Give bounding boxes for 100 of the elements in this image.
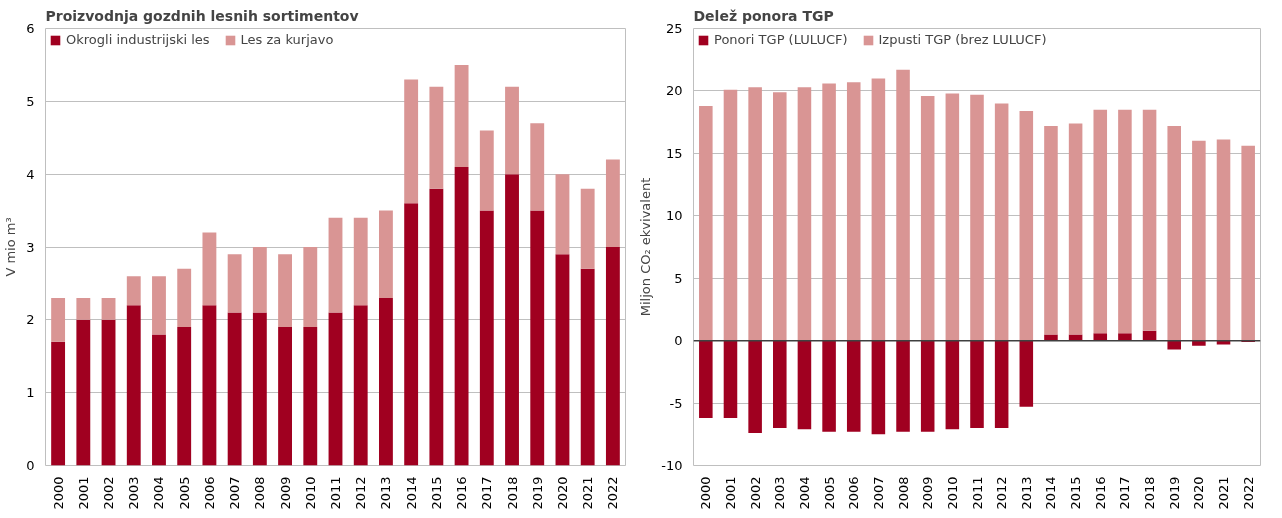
bar (76, 319, 91, 466)
x-tick-label: 2002 (747, 476, 763, 510)
y-tick-label: 10 (665, 208, 683, 224)
bar (353, 305, 368, 466)
x-tick-label: 2018 (1142, 476, 1158, 510)
x-tick-label: 2000 (50, 476, 66, 510)
bar (429, 86, 444, 189)
bar (379, 297, 393, 466)
bar (479, 210, 494, 466)
x-tick-label: 2009 (920, 476, 936, 510)
bar (822, 83, 836, 341)
bar (945, 340, 960, 430)
bar (797, 87, 812, 341)
y-tick-label: 2 (26, 312, 35, 328)
x-tick-label: 2006 (846, 476, 862, 510)
x-tick-label: 2003 (772, 476, 788, 510)
bar (1216, 139, 1231, 341)
x-tick-label: 2007 (227, 476, 243, 510)
bar (227, 312, 242, 466)
bar (970, 94, 984, 341)
bar (920, 95, 935, 341)
bar (773, 340, 787, 429)
y-tick-label: 0 (674, 333, 683, 349)
x-tick-label: 2018 (504, 476, 520, 510)
y-tick-label: 5 (26, 93, 35, 109)
y-tick-label: 25 (665, 21, 683, 36)
bar (429, 188, 444, 466)
bar (970, 340, 984, 429)
x-tick-label: 2020 (1191, 476, 1207, 510)
x-tick-label: 2003 (126, 476, 142, 510)
x-tick-label: 2005 (821, 476, 837, 510)
bar (505, 174, 519, 466)
y-axis-title: V mio m³ (3, 217, 19, 277)
bar (748, 87, 762, 341)
bar (723, 340, 738, 419)
bar (797, 340, 812, 430)
x-tick-label: 2004 (796, 476, 812, 510)
x-tick-label: 2019 (1166, 476, 1182, 510)
bar (51, 297, 66, 342)
bar (227, 254, 242, 313)
x-tick-label: 2022 (605, 476, 621, 510)
y-tick-label: 4 (26, 166, 35, 182)
bar (994, 103, 1009, 341)
x-tick-label: 2010 (944, 476, 960, 510)
y-axis-title: Miljon CO₂ ekvivalent (638, 177, 654, 317)
bar (871, 340, 886, 435)
x-tick-label: 2017 (479, 476, 495, 510)
x-tick-label: 2013 (1018, 476, 1034, 510)
bar (896, 69, 910, 341)
bar (479, 130, 494, 211)
bar (605, 159, 620, 247)
y-tick-label: 6 (26, 21, 35, 36)
x-tick-label: 2011 (328, 476, 343, 510)
bar (152, 334, 166, 466)
bar (303, 247, 318, 328)
bar (896, 340, 910, 432)
bar (202, 305, 217, 466)
x-tick-label: 2020 (554, 476, 570, 510)
bar (1142, 109, 1157, 331)
x-tick-label: 2022 (1240, 476, 1256, 510)
bar (822, 340, 836, 432)
bar (605, 247, 620, 466)
bar (530, 210, 545, 466)
bar (454, 166, 469, 466)
bar (152, 276, 166, 335)
x-tick-label: 2004 (151, 476, 167, 510)
x-tick-label: 2017 (1117, 476, 1133, 510)
y-tick-label: 15 (665, 145, 683, 161)
x-tick-label: 2015 (1068, 476, 1084, 510)
bar (846, 340, 861, 432)
y-tick-label: 0 (26, 458, 35, 473)
bar (846, 82, 861, 341)
chart-title: Delež ponora TGP (693, 7, 834, 24)
x-tick-label: 2000 (698, 476, 714, 510)
bar (920, 340, 935, 432)
x-tick-label: 2016 (1092, 476, 1108, 510)
bar (773, 92, 787, 341)
bar (1192, 340, 1206, 346)
bar (945, 93, 960, 341)
legend-label: Les za kurjavo (240, 32, 334, 47)
x-tick-label: 2009 (277, 476, 293, 510)
bar (379, 210, 393, 298)
bar (1044, 125, 1058, 335)
bar (126, 305, 141, 466)
bar (202, 232, 217, 306)
bar (126, 276, 141, 306)
chart-title: Proizvodnja gozdnih lesnih sortimentov (45, 7, 359, 24)
x-tick-label: 2002 (101, 476, 117, 510)
y-tick-label: 20 (665, 83, 683, 99)
bar (278, 254, 292, 328)
bar (404, 203, 419, 466)
x-tick-label: 2014 (1043, 476, 1059, 510)
legend-label: Izpusti TGP (brez LULUCF) (878, 32, 1047, 47)
bar (994, 340, 1009, 429)
bar (101, 319, 116, 466)
x-tick-label: 2011 (969, 476, 985, 510)
y-tick-label: -5 (669, 395, 683, 411)
bar (1019, 340, 1034, 407)
bar (555, 254, 570, 466)
bar (580, 268, 595, 466)
